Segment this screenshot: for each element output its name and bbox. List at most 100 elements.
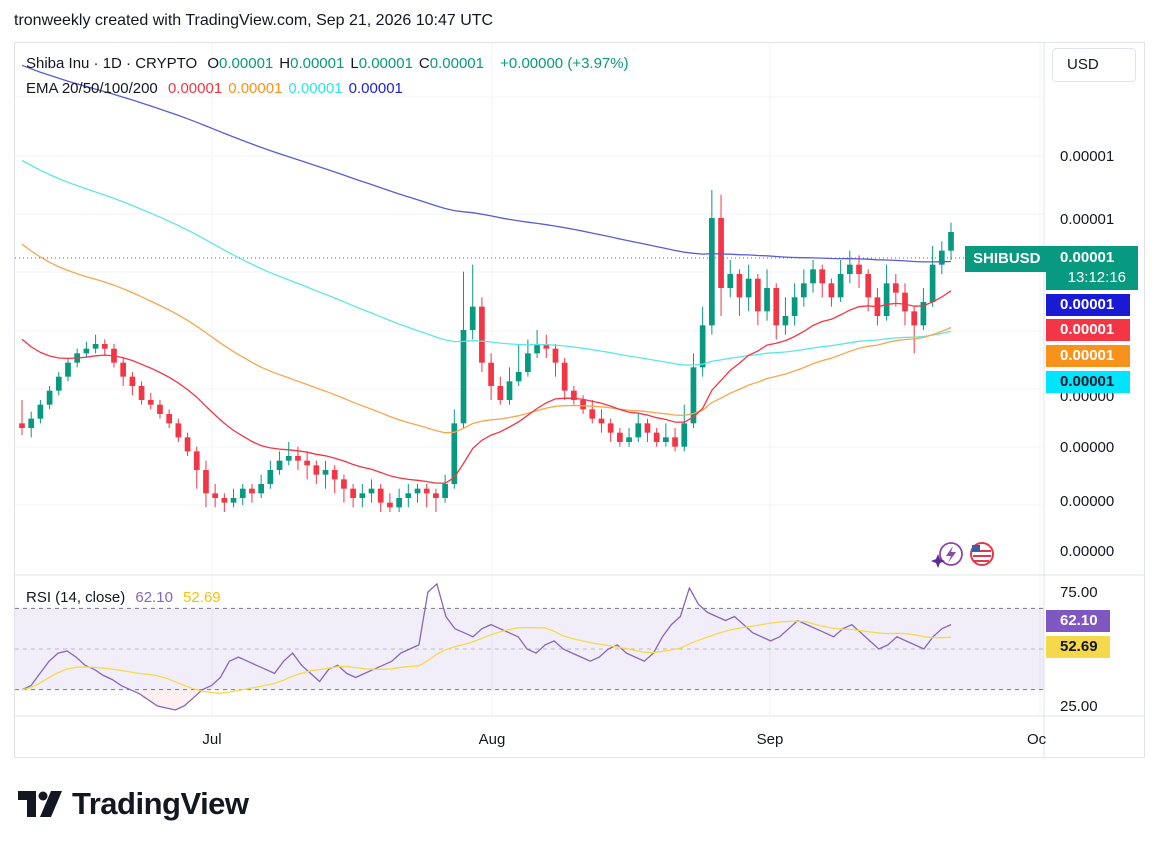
- candle-body: [147, 400, 154, 405]
- candle-body: [460, 330, 467, 424]
- candle-body: [387, 502, 393, 508]
- ema-value-1: 0.00001: [228, 80, 283, 97]
- x-tick-label: Jul: [202, 731, 221, 748]
- rsi-price-tag: 62.10: [1046, 610, 1110, 632]
- candle-body: [184, 437, 191, 452]
- ohlc-h: H0.00001: [279, 55, 345, 72]
- candle-body: [525, 353, 531, 372]
- candle-body: [856, 264, 862, 274]
- rsi-ma-value: 52.69: [183, 589, 221, 606]
- candle-body: [304, 460, 310, 466]
- candle-body: [626, 437, 632, 442]
- candle-body: [331, 470, 338, 480]
- candle-body: [138, 386, 145, 400]
- tradingview-logo[interactable]: TradingView: [18, 786, 249, 822]
- candle-body: [37, 404, 44, 419]
- candle-body: [543, 344, 550, 349]
- candle-body: [405, 493, 412, 498]
- candle-body: [598, 418, 605, 424]
- y-tick-label: 0.00000: [1060, 543, 1114, 560]
- candle-body: [341, 479, 347, 489]
- ema50-line: [21, 243, 952, 434]
- candle-body: [414, 488, 421, 494]
- candle-body: [561, 362, 568, 391]
- candle-body: [65, 362, 71, 377]
- bar-countdown: 13:12:16: [1067, 269, 1126, 286]
- x-tick-label: Sep: [757, 731, 784, 748]
- last-price: 0.00001: [1060, 249, 1115, 266]
- candle-body: [258, 484, 264, 494]
- symbol-price-tag: SHIBUSD: [965, 246, 1047, 272]
- candle-body: [92, 344, 99, 349]
- candle-body: [754, 278, 761, 312]
- ema-legend: EMA 20/50/100/200 0.00001 0.00001 0.00001 0…: [26, 80, 415, 97]
- ohlc-values: O0.00001 H0.00001 L0.00001 C0.00001: [207, 55, 490, 72]
- rsi-axis-tick: 75.00: [1060, 584, 1098, 601]
- candle-body: [911, 311, 918, 326]
- candle-body: [653, 432, 660, 442]
- ema-label[interactable]: EMA 20/50/100/200: [26, 80, 158, 97]
- ohlc-l: L0.00001: [350, 55, 413, 72]
- candle-body: [451, 423, 458, 484]
- candle-body: [83, 348, 90, 354]
- chart-frame: [14, 42, 1145, 758]
- candle-body: [221, 498, 228, 503]
- ema100-line: [21, 159, 952, 366]
- rsi-label[interactable]: RSI (14, close): [26, 589, 126, 606]
- candle-body: [534, 344, 540, 354]
- ohlc-c: C0.00001: [418, 55, 484, 72]
- tradingview-logo-icon: [18, 791, 62, 817]
- candle-body: [515, 372, 522, 382]
- candle-body: [285, 456, 292, 461]
- candle-body: [239, 488, 246, 498]
- candle-body: [800, 283, 807, 298]
- candle-body: [28, 418, 35, 428]
- candle-body: [230, 498, 237, 503]
- candle-body: [506, 381, 513, 400]
- candle-body: [828, 283, 835, 298]
- candle-body: [948, 232, 954, 251]
- symbol-title[interactable]: Shiba Inu · 1D · CRYPTO: [26, 55, 198, 72]
- candle-body: [433, 493, 439, 498]
- candle-body: [552, 348, 559, 363]
- currency-button[interactable]: USD: [1052, 48, 1136, 82]
- y-tick-label: 0.00000: [1060, 439, 1114, 456]
- candle-body: [212, 493, 219, 498]
- candle-body: [350, 488, 356, 498]
- x-tick-label: Aug: [479, 731, 506, 748]
- candle-body: [175, 423, 182, 438]
- rsi-axis-tick: 25.00: [1060, 698, 1098, 715]
- ema200-line: [21, 64, 952, 263]
- candle-body: [810, 269, 816, 284]
- ohlc-legend: Shiba Inu · 1D · CRYPTO O0.00001 H0.00001…: [26, 55, 635, 72]
- candle-body: [663, 437, 669, 442]
- candle-body: [19, 423, 25, 428]
- candle-body: [423, 488, 430, 494]
- candle-body: [249, 488, 255, 494]
- candle-body: [635, 423, 642, 438]
- rsi-value: 62.10: [135, 589, 173, 606]
- candle-body: [902, 292, 908, 312]
- candle-body: [773, 288, 780, 326]
- candle-body: [892, 283, 899, 293]
- rsi-ma-price-tag: 52.69: [1046, 636, 1110, 658]
- ema50-price-tag: 0.00001: [1046, 345, 1130, 367]
- candle-body: [276, 460, 283, 470]
- candle-body: [377, 488, 384, 503]
- candle-body: [203, 470, 209, 494]
- candle-body: [469, 306, 476, 330]
- candle-body: [681, 423, 688, 447]
- ema20-price-tag: 0.00001: [1046, 319, 1130, 341]
- candle-body: [699, 325, 706, 368]
- change-value: +0.00000 (+3.97%): [500, 55, 629, 72]
- rsi-ma-line: [21, 620, 952, 694]
- candle-body: [157, 404, 163, 414]
- y-tick-label: 0.00001: [1060, 148, 1114, 165]
- candle-body: [101, 344, 108, 349]
- candle-body: [929, 264, 936, 302]
- ohlc-o: O0.00001: [207, 55, 274, 72]
- candle-body: [488, 362, 494, 386]
- candle-body: [727, 274, 734, 288]
- candle-body: [764, 288, 770, 312]
